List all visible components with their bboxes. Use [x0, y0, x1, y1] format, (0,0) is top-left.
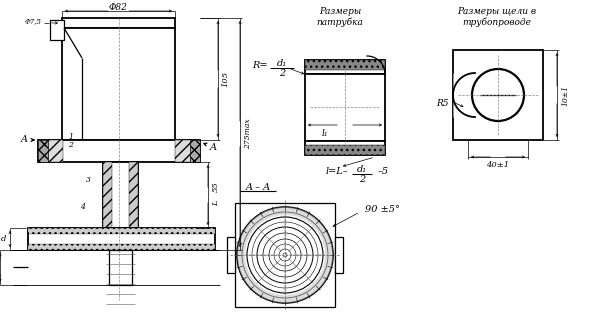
Bar	[335, 237, 343, 273]
Text: 275max: 275max	[244, 119, 252, 149]
Text: l₁: l₁	[322, 128, 328, 138]
Text: A – A: A – A	[245, 183, 271, 191]
Text: R=: R=	[253, 61, 268, 69]
Text: 1: 1	[68, 133, 73, 141]
Text: 3: 3	[86, 176, 91, 184]
Text: –5: –5	[378, 167, 389, 177]
Text: Размеры: Размеры	[319, 8, 361, 16]
Text: 4: 4	[80, 203, 85, 211]
Bar	[227, 237, 235, 273]
Bar	[38, 140, 63, 162]
Text: d: d	[1, 235, 6, 243]
Text: A: A	[21, 135, 28, 145]
Bar	[28, 228, 215, 234]
Text: 55: 55	[212, 182, 220, 192]
Bar	[175, 140, 200, 162]
Text: A: A	[210, 144, 217, 152]
Bar	[50, 20, 64, 40]
Text: 2: 2	[359, 176, 365, 184]
Text: Размеры щели в: Размеры щели в	[457, 8, 536, 16]
Bar	[103, 162, 112, 228]
Bar	[453, 50, 543, 140]
Bar	[62, 18, 175, 28]
Text: L: L	[212, 200, 220, 206]
Bar	[129, 162, 138, 228]
Bar	[305, 60, 385, 70]
Bar	[190, 140, 200, 162]
Text: l=L–: l=L–	[325, 167, 348, 177]
Bar	[38, 140, 48, 162]
Text: трубопроводе: трубопроводе	[463, 17, 532, 27]
Bar	[28, 228, 215, 250]
Bar	[103, 162, 138, 228]
Bar	[38, 140, 200, 162]
Text: 10±1: 10±1	[561, 85, 569, 106]
Circle shape	[472, 69, 524, 121]
Bar	[305, 60, 385, 74]
Text: Φ7,5: Φ7,5	[25, 17, 42, 25]
Text: патрубка: патрубка	[317, 17, 364, 27]
Bar	[62, 28, 175, 140]
Bar	[305, 141, 385, 155]
Text: Φ82: Φ82	[109, 3, 128, 11]
Text: 2: 2	[68, 141, 73, 149]
Text: 90 ±5°: 90 ±5°	[365, 205, 400, 215]
Wedge shape	[237, 207, 333, 303]
Text: 40±1: 40±1	[487, 161, 509, 169]
Text: 2: 2	[279, 68, 285, 77]
Bar	[235, 203, 335, 307]
Text: d₁: d₁	[277, 59, 287, 68]
Text: d₁: d₁	[357, 165, 367, 173]
Text: 105: 105	[221, 71, 229, 87]
Bar	[28, 244, 215, 250]
Bar	[305, 145, 385, 155]
Text: R5: R5	[437, 99, 449, 107]
Bar	[305, 74, 385, 141]
Bar	[109, 250, 132, 285]
